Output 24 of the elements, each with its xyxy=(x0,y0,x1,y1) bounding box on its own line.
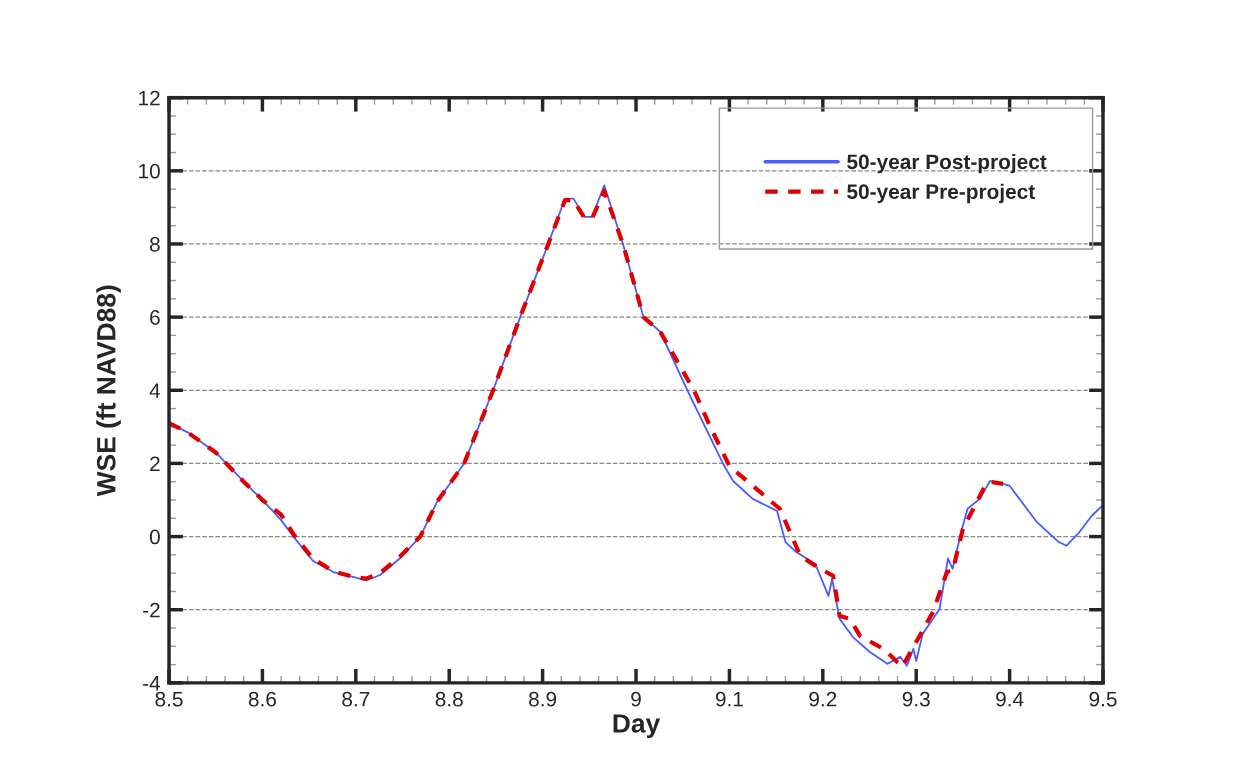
x-tick-label: 8.6 xyxy=(248,691,276,707)
x-tick-label: 9 xyxy=(631,691,641,707)
y-tick-label: -4 xyxy=(143,676,161,691)
x-tick-label: 9.5 xyxy=(1089,691,1117,707)
y-tick-label: 4 xyxy=(149,383,161,398)
legend-label: 50-year Post-project xyxy=(847,153,1047,174)
x-tick-label: 8.9 xyxy=(529,691,557,707)
legend-label: 50-year Pre-project xyxy=(847,183,1035,204)
y-tick-label: 10 xyxy=(139,163,160,179)
x-tick-label: 9.4 xyxy=(996,691,1024,707)
x-tick-label: 9.1 xyxy=(715,691,743,707)
y-tick-label: 12 xyxy=(139,90,160,106)
y-tick-label: 2 xyxy=(150,456,160,471)
y-tick-label: 8 xyxy=(150,236,160,252)
y-tick-label: 0 xyxy=(149,529,160,545)
y-tick-label: -2 xyxy=(143,602,160,618)
x-tick-label: 8.8 xyxy=(435,691,463,707)
x-tick-label: 8.7 xyxy=(342,691,370,707)
x-axis-title: Day xyxy=(613,714,661,739)
y-tick-label: 6 xyxy=(150,310,160,325)
x-tick-label: 8.5 xyxy=(155,691,183,707)
x-tick-label: 9.2 xyxy=(809,691,837,707)
y-axis-title: WSE (ft NAVD88) xyxy=(96,285,121,497)
x-tick-label: 9.3 xyxy=(902,691,930,707)
